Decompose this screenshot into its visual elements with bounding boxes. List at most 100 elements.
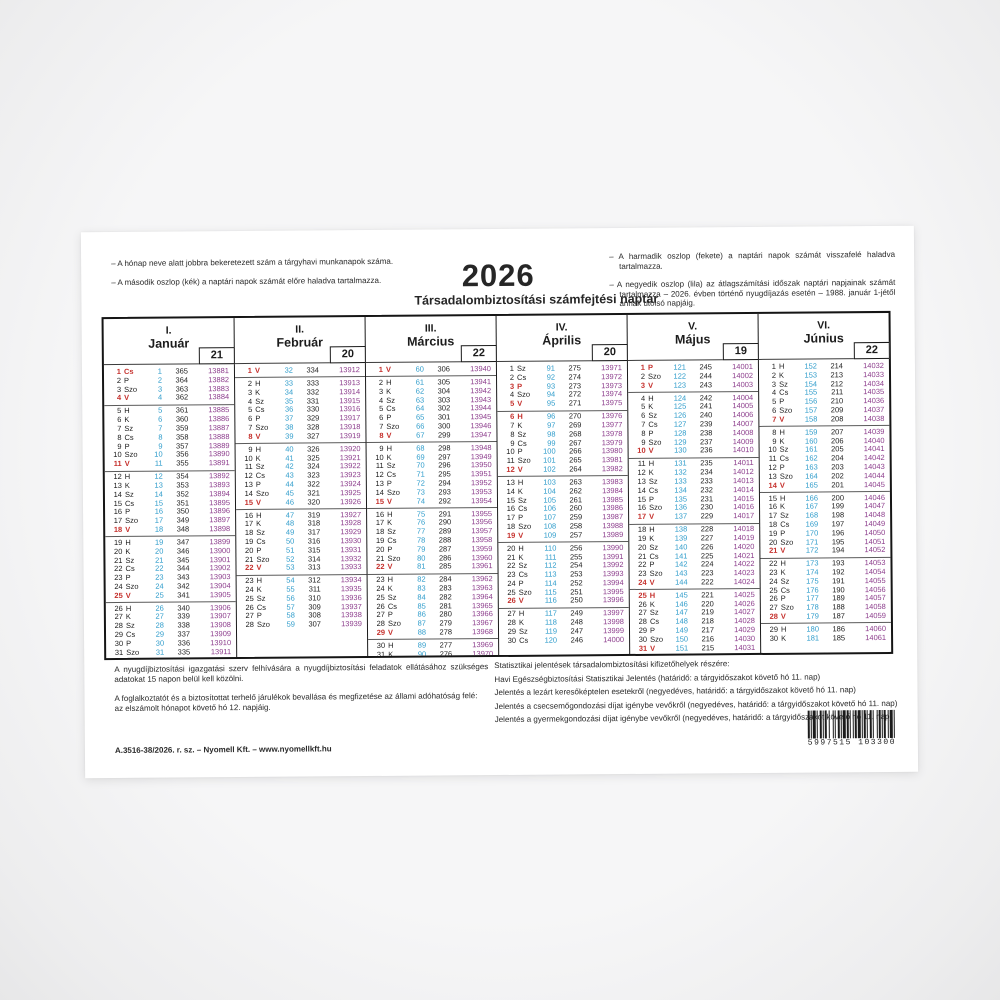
forward-count: 120 xyxy=(544,635,558,645)
day-number: 24 xyxy=(638,577,647,587)
year-title: 2026 xyxy=(461,257,535,294)
workdays-count-box: 19 xyxy=(722,342,759,361)
day-number: 1 xyxy=(247,365,252,375)
contribution-note: A foglalkoztatót és a biztosítottat terh… xyxy=(114,691,478,713)
forward-count: 59 xyxy=(286,619,295,629)
day-number: 1 xyxy=(378,364,383,374)
pension-days-count: 13975 xyxy=(601,398,623,408)
forward-count: 123 xyxy=(673,380,687,390)
forward-count: 116 xyxy=(544,596,557,606)
day-name: V xyxy=(387,627,394,637)
month-header: IV. Április 20 xyxy=(496,314,628,363)
day-number: 8 xyxy=(248,431,253,441)
day-name: V xyxy=(648,446,654,456)
backward-count: 215 xyxy=(701,642,715,653)
note-second-column: – A második oszlop (kék) a naptári napok… xyxy=(111,275,382,287)
day-name: V xyxy=(779,480,785,490)
forward-count: 81 xyxy=(417,561,426,571)
month-body: 1 H 152 214 14032 2 K 153 213 14033 3 Sz 154 212 14034… xyxy=(759,359,891,653)
barcode-digits: 5997515 103300 xyxy=(795,737,908,748)
month-body: 1 Sz 91 275 13971 2 Cs 92 274 13972 3 P 93 273 13973 4 S… xyxy=(497,361,629,655)
backward-count: 194 xyxy=(831,545,845,555)
forward-count: 102 xyxy=(543,464,556,474)
day-number: 28 xyxy=(769,611,778,621)
day-name: K xyxy=(781,633,787,643)
forward-count: 46 xyxy=(285,497,295,507)
backward-count: 313 xyxy=(307,562,321,572)
imprint-line: A.3516-38/2026. r. sz. – Nyomell Kft. – … xyxy=(114,744,332,756)
forward-count: 109 xyxy=(543,530,557,540)
day-row: 28 Szo 59 307 13939 xyxy=(237,619,367,630)
pension-days-count: 13939 xyxy=(341,619,362,629)
backward-count: 257 xyxy=(569,530,583,540)
day-number: 3 xyxy=(640,380,646,390)
day-number: 25 xyxy=(114,590,123,600)
backward-count: 335 xyxy=(177,647,191,657)
forward-count: 31 xyxy=(155,647,165,657)
backward-count: 243 xyxy=(699,379,713,390)
ean-barcode: 5997515 103300 xyxy=(795,709,908,757)
day-row: 19 V 109 257 13989 xyxy=(498,529,628,541)
day-row: 4 V 4 362 13884 xyxy=(104,393,234,403)
day-name: V xyxy=(518,596,524,606)
pension-days-count: 14010 xyxy=(732,445,754,455)
pension-days-count: 14045 xyxy=(863,479,885,489)
day-name: V xyxy=(649,577,655,587)
day-row: 31 K 90 276 13970 xyxy=(368,649,498,656)
forward-count: 137 xyxy=(674,511,688,521)
backward-count: 285 xyxy=(438,561,452,571)
day-name: V xyxy=(517,464,523,474)
backward-count: 201 xyxy=(831,479,844,489)
pension-days-count: 13926 xyxy=(340,496,362,506)
month-column-április: IV. Április 20 1 Sz 91 275 13971 2 Cs 92 274 13972 3 P… xyxy=(496,314,631,656)
day-number: 15 xyxy=(244,497,254,507)
day-row: 8 V 39 327 13919 xyxy=(235,430,365,442)
day-name: V xyxy=(517,399,523,409)
note-workdays: – A hónap neve alatt jobbra bekeretezett… xyxy=(111,256,394,269)
day-number: 22 xyxy=(376,562,385,572)
backward-count: 292 xyxy=(438,495,452,506)
forward-count: 179 xyxy=(806,611,819,621)
forward-count: 18 xyxy=(154,524,164,534)
pension-days-count: 14000 xyxy=(603,634,625,645)
day-number: 7 xyxy=(772,414,777,424)
day-row: 25 V 25 341 13905 xyxy=(106,590,236,601)
month-column-június: VI. Június 22 1 H 152 214 14032 2 K 153 213 14033 3 Sz… xyxy=(758,312,892,653)
month-header: VI. Június 22 xyxy=(758,312,890,360)
day-row: 10 V 130 236 14010 xyxy=(629,445,759,456)
backward-count: 208 xyxy=(830,414,844,424)
forward-count: 88 xyxy=(417,627,427,637)
pension-days-count: 14061 xyxy=(865,632,887,642)
backward-count: 327 xyxy=(306,431,320,441)
day-number: 18 xyxy=(113,524,123,534)
pension-days-count: 13989 xyxy=(602,529,624,539)
day-name: V xyxy=(650,643,656,653)
pension-days-count: 13919 xyxy=(339,430,361,441)
month-column-január: I. Január 21 1 Cs 1 365 13881 2 P 2 364 13882 3 Szo 3 36… xyxy=(103,318,238,659)
pension-days-count: 13891 xyxy=(208,458,230,468)
day-number: 31 xyxy=(638,643,648,653)
day-number: 12 xyxy=(506,464,515,474)
calendar-subtitle: Társadalombiztosítási számfejtési naptár xyxy=(414,291,659,308)
backward-count: 334 xyxy=(306,365,319,375)
pension-days-count: 13884 xyxy=(208,392,230,402)
day-row: 15 V 46 320 13926 xyxy=(236,496,366,508)
day-name: V xyxy=(779,414,785,424)
day-row: 30 K 181 185 14061 xyxy=(761,632,891,644)
day-number: 17 xyxy=(637,511,647,522)
day-row: 5 V 95 271 13975 xyxy=(497,398,627,409)
day-number: 14 xyxy=(768,480,777,490)
pension-days-count: 14031 xyxy=(734,642,756,652)
month-header: I. Január 21 xyxy=(103,318,235,366)
month-header: II. Február 20 xyxy=(234,317,366,365)
month-column-március: III. Március 22 1 V 60 306 13940 2 H 61 305 13941 3 K 6… xyxy=(365,316,500,657)
month-body: 1 P 121 245 14001 2 Szo 122 244 14002 3 V 123 243 1400… xyxy=(628,360,760,654)
day-row: 15 V 74 292 13954 xyxy=(367,495,497,507)
day-name: Szo xyxy=(126,647,140,657)
day-name: V xyxy=(387,562,393,572)
day-name: V xyxy=(256,563,262,573)
day-row: 7 V 158 208 14038 xyxy=(759,414,889,425)
day-number: 8 xyxy=(379,430,384,440)
pension-days-count: 13947 xyxy=(470,429,492,439)
month-body: 1 Cs 1 365 13881 2 P 2 364 13882 3 Szo 3 363 13883 4 V 4 3… xyxy=(104,364,236,658)
